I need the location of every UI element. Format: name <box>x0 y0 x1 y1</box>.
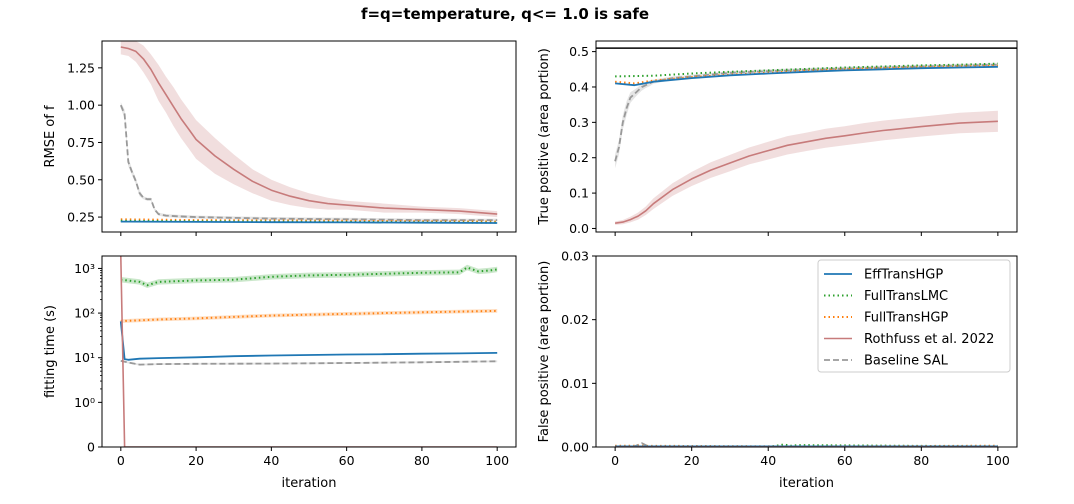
band-time-FullTransHGP <box>120 309 498 323</box>
series-line-time-Baseline <box>120 360 498 366</box>
y-tick-label-fp: 0.02 <box>561 312 589 327</box>
series-line-time-EffTransHGP <box>119 321 498 361</box>
y-tick-label-rmse: 0.50 <box>67 172 95 187</box>
subplot-tp: 0.0 0.1 0.2 0.3 0.4 0.5 True positive (area po… <box>537 40 1018 236</box>
chart-title: f=q=temperature, q<= 1.0 is safe <box>361 5 649 23</box>
x-tick-label-fp: 20 <box>684 453 700 468</box>
y-tick-label-time: 10² <box>74 306 95 321</box>
x-tick-label-fp: 100 <box>986 453 1010 468</box>
x-tick-label-time: 80 <box>414 453 430 468</box>
plot-area-rmse <box>119 41 498 224</box>
band-tp-Rothfuss <box>615 110 998 225</box>
subplot-rmse: 0.25 0.50 0.75 1.00 1.25 RMSE of f <box>43 40 517 236</box>
axes-frame-tp <box>595 40 1018 233</box>
plot-area-tp <box>614 62 998 225</box>
legend-label-EffTransHGP: EffTransHGP <box>864 268 943 283</box>
y-tick-label-fp: 0.00 <box>561 440 589 455</box>
x-tick-label-fp: 0 <box>611 453 619 468</box>
legend-label-FullTransHGP: FullTransHGP <box>864 311 948 326</box>
y-axis-label-tp: True positive (area portion) <box>537 48 552 226</box>
y-axis-label-time: fitting time (s) <box>43 305 58 398</box>
y-tick-label-tp: 0.4 <box>569 79 589 94</box>
y-tick-label-tp: 0.0 <box>569 221 589 236</box>
x-tick-label-time: 100 <box>485 453 509 468</box>
legend-label-Baseline: Baseline SAL <box>864 354 949 369</box>
subplot-fp: 0 20 40 60 80 100 0.00 0.01 0.02 0.03 False positi… <box>537 249 1018 491</box>
y-tick-label-time: 0 <box>87 440 95 455</box>
series-line-rmse-Baseline <box>119 104 498 222</box>
y-tick-label-rmse: 1.00 <box>67 98 95 113</box>
y-axis-label-rmse: RMSE of f <box>43 105 58 168</box>
series-line-time-Rothfuss <box>120 256 498 447</box>
legend: EffTransHGP FullTransLMC FullTransHGP Rothf… <box>817 259 1011 373</box>
series-line-rmse-EffTransHGP <box>120 220 498 224</box>
axes-frame-fp <box>595 255 1018 448</box>
legend-label-FullTransLMC: FullTransLMC <box>864 289 948 304</box>
subplot-time: 0 20 40 60 80 100 0 10⁰ 10¹ 10² 10³ fitting time (s… <box>43 255 517 491</box>
y-tick-label-time: 10³ <box>74 261 95 276</box>
axes-frame-time <box>101 255 517 448</box>
x-axis-label-fp: iteration <box>779 476 834 491</box>
y-tick-label-fp: 0.01 <box>561 376 589 391</box>
y-tick-label-rmse: 0.25 <box>67 210 95 225</box>
x-tick-label-time: 40 <box>263 453 279 468</box>
x-tick-label-time: 0 <box>117 453 125 468</box>
x-tick-label-fp: 40 <box>760 453 776 468</box>
y-axis-label-fp: False positive (area portion) <box>537 261 552 443</box>
plot-area-time <box>119 256 498 447</box>
y-tick-label-tp: 0.5 <box>569 44 589 59</box>
x-tick-label-time: 20 <box>188 453 204 468</box>
y-tick-label-tp: 0.3 <box>569 115 589 130</box>
axes-frame-rmse <box>101 40 517 233</box>
y-tick-label-time: 10¹ <box>74 350 95 365</box>
y-tick-label-rmse: 1.25 <box>67 60 95 75</box>
legend-box <box>817 259 1011 373</box>
y-tick-label-tp: 0.2 <box>569 150 589 165</box>
x-tick-label-time: 60 <box>339 453 355 468</box>
band-rmse-Rothfuss <box>120 41 498 218</box>
series-line-tp-FullTransLMC <box>615 62 998 78</box>
series-line-rmse-Rothfuss <box>120 46 498 215</box>
x-tick-label-fp: 60 <box>837 453 853 468</box>
y-tick-label-time: 10⁰ <box>74 395 95 410</box>
legend-label-Rothfuss: Rothfuss et al. 2022 <box>864 332 994 347</box>
series-line-tp-Rothfuss <box>614 120 998 224</box>
x-tick-label-fp: 80 <box>913 453 929 468</box>
y-tick-label-fp: 0.03 <box>561 249 589 264</box>
series-line-tp-EffTransHGP <box>615 65 998 87</box>
y-tick-label-tp: 0.1 <box>569 186 589 201</box>
y-tick-label-rmse: 0.75 <box>67 135 95 150</box>
plot-area-fp <box>615 442 998 447</box>
x-axis-label-time: iteration <box>282 476 337 491</box>
